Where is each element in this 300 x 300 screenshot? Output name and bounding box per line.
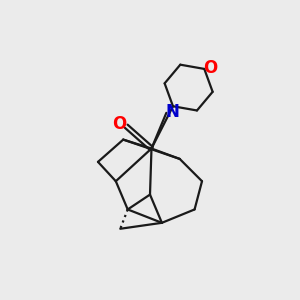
Text: O: O xyxy=(203,59,218,77)
Text: O: O xyxy=(112,115,127,133)
Text: N: N xyxy=(166,103,180,121)
